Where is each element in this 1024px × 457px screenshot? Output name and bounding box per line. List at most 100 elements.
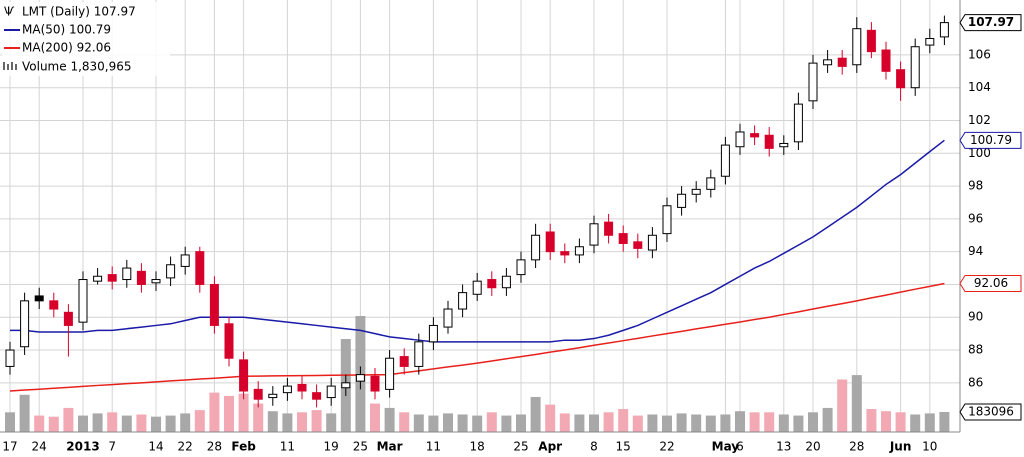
candle-body <box>385 357 395 390</box>
ma-line <box>9 282 945 392</box>
price-tag-label: 100.79 <box>970 133 1012 147</box>
volume-bar <box>238 393 249 432</box>
volume-bar <box>895 412 906 432</box>
volume-bar <box>618 409 629 432</box>
volume-bar <box>326 413 337 432</box>
candle-body <box>706 177 716 190</box>
candle-body <box>764 134 774 149</box>
volume-bar <box>443 413 453 432</box>
volume-bar <box>399 412 410 432</box>
x-tick-label: 22 <box>178 440 193 454</box>
legend-label: MA(200) 92.06 <box>22 41 111 55</box>
volume-bar <box>209 392 220 432</box>
volume-bar <box>5 412 15 432</box>
volume-bar <box>92 413 103 432</box>
candle-body <box>837 57 847 67</box>
x-tick-label: 24 <box>32 440 47 454</box>
volume-bar <box>589 414 599 432</box>
candle-body <box>180 254 190 267</box>
candle-body <box>428 324 438 343</box>
volume-bar <box>311 410 322 432</box>
volume-bar <box>297 412 307 432</box>
candle-body <box>253 388 263 400</box>
volume-bar <box>866 409 877 432</box>
volume-bar <box>34 415 45 432</box>
candle-body <box>852 28 862 66</box>
volume-bar <box>19 394 30 432</box>
volume-bar <box>764 412 775 432</box>
x-tick-label: 14 <box>148 440 163 454</box>
price-tag-label: 92.06 <box>974 276 1008 290</box>
legend-volume-icon <box>7 64 9 70</box>
x-tick-label: 11 <box>426 440 441 454</box>
candle-body <box>458 292 468 310</box>
volume-bar <box>194 410 205 432</box>
volume-bar <box>457 414 468 432</box>
candle-body <box>443 308 453 328</box>
x-tick-label: Feb <box>231 440 256 454</box>
volume-tag <box>959 403 1022 421</box>
price-tag <box>959 131 1022 149</box>
volume-bar <box>735 411 745 432</box>
candle-body <box>355 374 365 382</box>
candle-body <box>122 267 132 281</box>
candle-body <box>268 393 278 399</box>
volume-bar <box>808 412 818 432</box>
candle-body <box>604 221 614 236</box>
volume-bar <box>180 413 191 432</box>
volume-bar <box>822 407 833 432</box>
candle-body <box>560 251 570 256</box>
candle-body <box>531 234 541 261</box>
candle-body <box>808 62 818 102</box>
legend-volume-icon <box>15 64 17 70</box>
x-tick-label: Mar <box>377 440 403 454</box>
volume-bar <box>282 413 293 432</box>
x-tick-label: 2013 <box>66 440 99 454</box>
y-tick-label: 100 <box>968 146 991 160</box>
x-tick-label: 28 <box>207 440 222 454</box>
volume-bar <box>837 379 848 432</box>
volume-bar <box>676 413 687 432</box>
y-tick-label: 86 <box>968 375 983 389</box>
price-tag <box>959 274 1022 292</box>
volume-bar <box>121 415 132 432</box>
legend-volume-icon <box>11 62 13 70</box>
x-tick-label: Jun <box>889 440 912 454</box>
candle-body <box>516 259 526 276</box>
y-tick-label: 94 <box>968 244 983 258</box>
ma-line <box>10 139 945 343</box>
candle-body <box>720 144 730 177</box>
candle-body <box>370 375 380 392</box>
candle-body <box>209 283 219 326</box>
volume-bar <box>851 375 862 432</box>
volume-bar <box>530 396 541 432</box>
x-tick-label: 25 <box>353 440 368 454</box>
volume-bar <box>574 414 585 432</box>
candle-body <box>63 311 73 326</box>
candle-body <box>633 241 643 249</box>
candle-body <box>472 280 482 295</box>
candle-body <box>487 279 497 289</box>
volume-bar <box>545 404 556 432</box>
candle-body <box>49 300 59 310</box>
volume-bar <box>136 414 147 432</box>
price-tag <box>959 14 1022 32</box>
candle-body <box>866 29 876 53</box>
candle-body <box>735 131 745 148</box>
candle-body <box>20 300 30 348</box>
candle-body <box>750 133 760 138</box>
x-tick-label: 20 <box>805 440 820 454</box>
x-tick-label: 11 <box>280 440 295 454</box>
candle-body <box>136 270 146 285</box>
candle-body <box>691 188 701 195</box>
volume-bar <box>910 414 921 432</box>
volume-bar <box>559 413 570 432</box>
volume-bar <box>413 414 424 432</box>
y-tick-label: 104 <box>968 80 991 94</box>
candle-body <box>93 275 103 282</box>
price-tag-label: 107.97 <box>968 15 1014 29</box>
candle-body <box>34 295 44 302</box>
x-tick-label: 15 <box>616 440 631 454</box>
y-tick-label: 102 <box>968 113 991 127</box>
volume-bar <box>63 407 74 432</box>
